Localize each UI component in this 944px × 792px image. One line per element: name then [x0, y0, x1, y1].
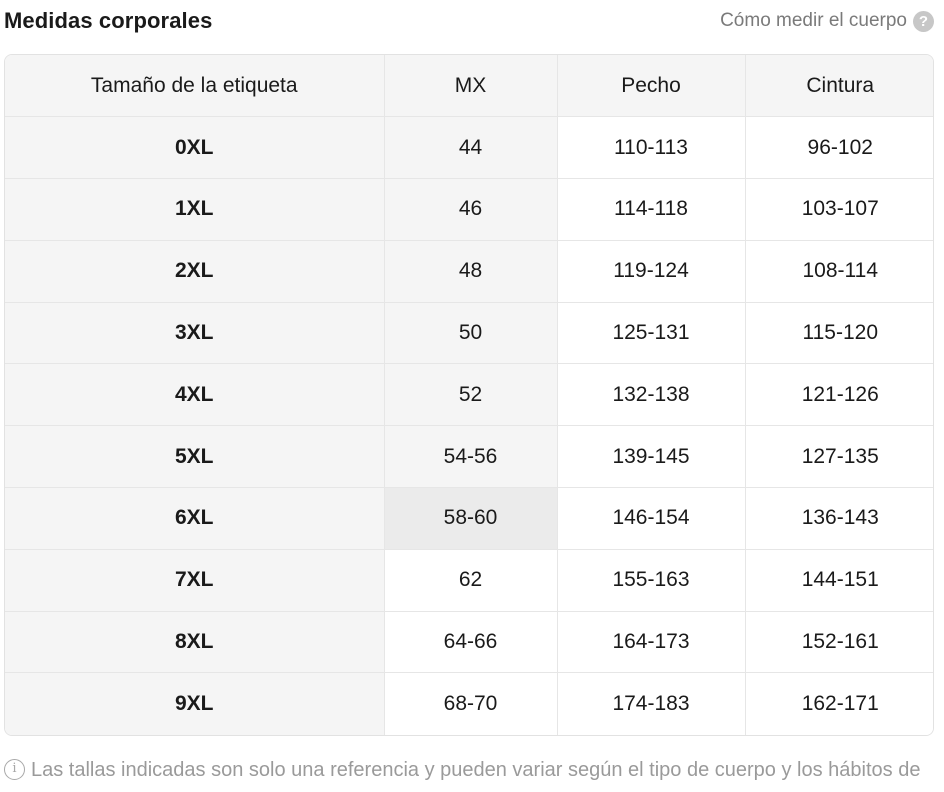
- cell-mx: 48: [384, 240, 558, 303]
- table-row[interactable]: 6XL 58-60 146-154 136-143: [5, 487, 933, 550]
- cell-mx: 46: [384, 178, 558, 241]
- table-row[interactable]: 4XL 52 132-138 121-126: [5, 363, 933, 427]
- size-table-container: Tamaño de la etiqueta MX Pecho Cintura 0…: [4, 54, 934, 736]
- table-row[interactable]: 1XL 46 114-118 103-107: [5, 178, 933, 241]
- cell-waist: 136-143: [745, 487, 933, 550]
- cell-waist: 103-107: [745, 178, 933, 241]
- cell-mx: 64-66: [384, 611, 558, 674]
- cell-chest: 155-163: [557, 549, 746, 612]
- cell-chest: 119-124: [557, 240, 746, 303]
- cell-waist: 127-135: [745, 425, 933, 489]
- column-header-chest: Pecho: [557, 55, 746, 118]
- cell-waist: 152-161: [745, 611, 933, 674]
- cell-chest: 132-138: [557, 363, 746, 427]
- cell-label-size: 5XL: [5, 425, 385, 489]
- column-header-mx: MX: [384, 55, 558, 118]
- table-row[interactable]: 3XL 50 125-131 115-120: [5, 302, 933, 365]
- cell-chest: 114-118: [557, 178, 746, 241]
- cell-chest: 125-131: [557, 302, 746, 365]
- cell-mx: 62: [384, 549, 558, 612]
- cell-mx: 58-60: [384, 487, 558, 550]
- cell-waist: 144-151: [745, 549, 933, 612]
- column-header-waist: Cintura: [745, 55, 933, 118]
- size-table: Tamaño de la etiqueta MX Pecho Cintura 0…: [5, 55, 933, 735]
- cell-label-size: 4XL: [5, 363, 385, 427]
- cell-mx: 68-70: [384, 672, 558, 735]
- column-header-label-size: Tamaño de la etiqueta: [5, 55, 385, 118]
- panel-header: Medidas corporales Cómo medir el cuerpo …: [4, 0, 934, 42]
- table-row[interactable]: 7XL 62 155-163 144-151: [5, 549, 933, 612]
- cell-chest: 146-154: [557, 487, 746, 550]
- cell-waist: 121-126: [745, 363, 933, 427]
- cell-mx: 50: [384, 302, 558, 365]
- cell-label-size: 0XL: [5, 116, 385, 180]
- cell-label-size: 7XL: [5, 549, 385, 612]
- cell-chest: 164-173: [557, 611, 746, 674]
- cell-label-size: 6XL: [5, 487, 385, 550]
- info-circle-icon: i: [4, 758, 25, 780]
- table-row[interactable]: 0XL 44 110-113 96-102: [5, 116, 933, 180]
- cell-waist: 108-114: [745, 240, 933, 303]
- table-row[interactable]: 5XL 54-56 139-145 127-135: [5, 425, 933, 489]
- cell-label-size: 2XL: [5, 240, 385, 303]
- cell-waist: 162-171: [745, 672, 933, 735]
- how-to-measure-link[interactable]: Cómo medir el cuerpo ?: [720, 10, 934, 32]
- cell-waist: 96-102: [745, 116, 933, 180]
- cell-mx: 54-56: [384, 425, 558, 489]
- table-row[interactable]: 9XL 68-70 174-183 162-171: [5, 672, 933, 735]
- cell-label-size: 1XL: [5, 178, 385, 241]
- table-row[interactable]: 8XL 64-66 164-173 152-161: [5, 611, 933, 674]
- table-header-row: Tamaño de la etiqueta MX Pecho Cintura: [5, 55, 933, 118]
- cell-mx: 52: [384, 363, 558, 427]
- cell-chest: 139-145: [557, 425, 746, 489]
- how-to-measure-label[interactable]: Cómo medir el cuerpo: [720, 10, 907, 31]
- cell-chest: 174-183: [557, 672, 746, 735]
- cell-label-size: 8XL: [5, 611, 385, 674]
- cell-mx: 44: [384, 116, 558, 180]
- panel-title: Medidas corporales: [4, 8, 213, 33]
- cell-label-size: 9XL: [5, 672, 385, 735]
- size-disclaimer: i Las tallas indicadas son solo una refe…: [4, 756, 934, 792]
- table-body: 0XL 44 110-113 96-102 1XL 46 114-118 103-107 2XL…: [5, 116, 933, 735]
- help-circle-icon[interactable]: ?: [913, 10, 934, 32]
- cell-waist: 115-120: [745, 302, 933, 365]
- cell-chest: 110-113: [557, 116, 746, 180]
- disclaimer-text: Las tallas indicadas son solo una refere…: [31, 758, 921, 792]
- cell-label-size: 3XL: [5, 302, 385, 365]
- table-row[interactable]: 2XL 48 119-124 108-114: [5, 240, 933, 303]
